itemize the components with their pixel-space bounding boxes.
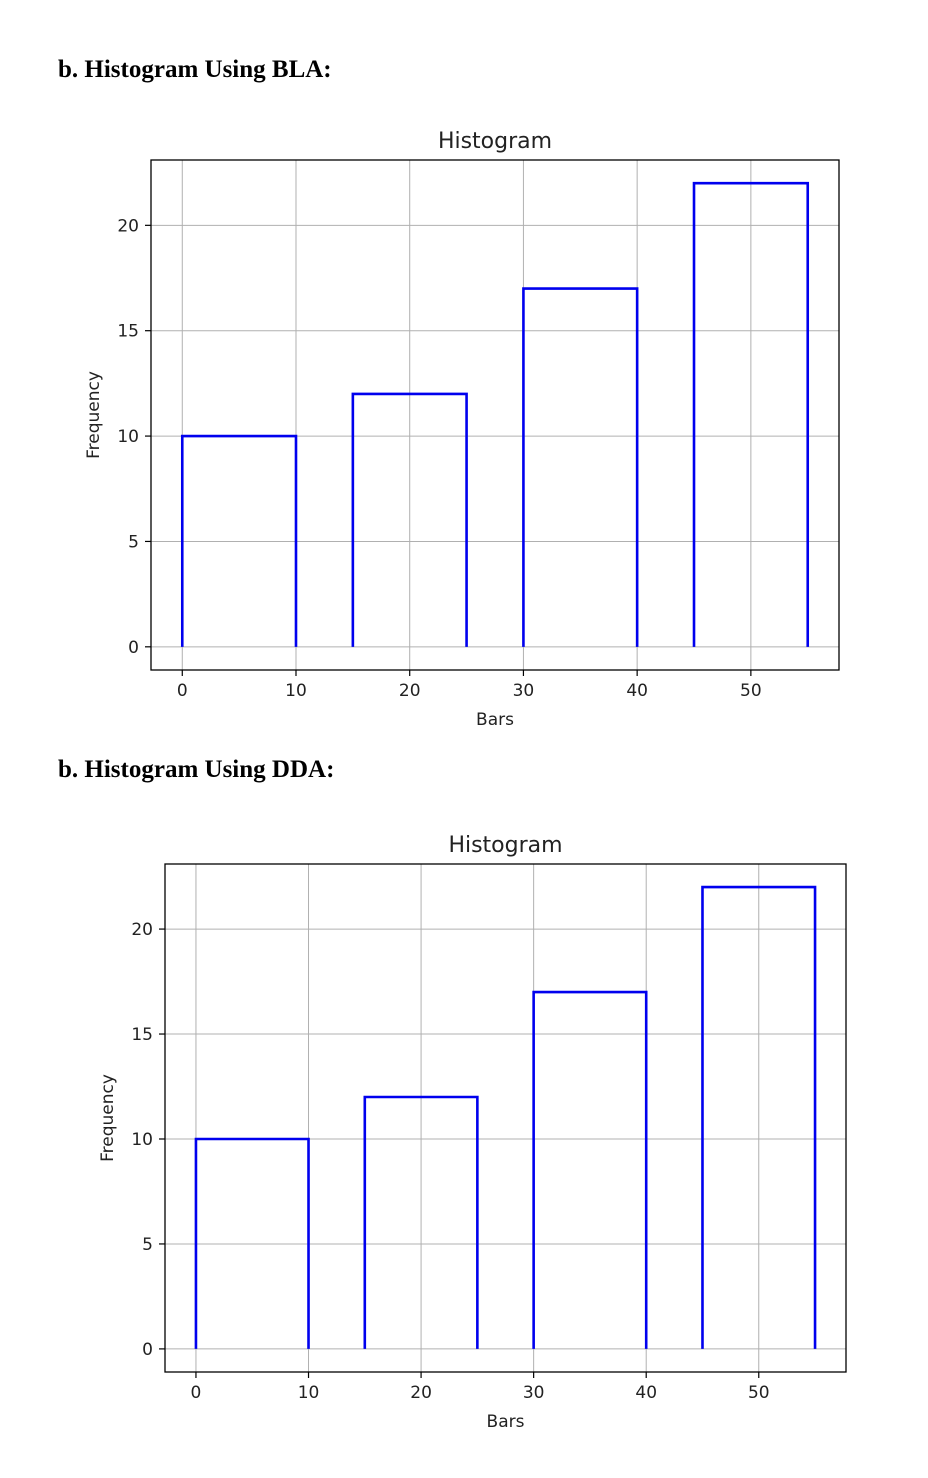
x-tick-label: 0 xyxy=(177,681,188,701)
histogram-bar xyxy=(194,1137,310,1349)
y-tick-label: 15 xyxy=(131,1025,153,1045)
section-heading-bla: b. Histogram Using BLA: xyxy=(58,56,332,83)
y-tick-label: 15 xyxy=(117,322,139,342)
y-tick-label: 10 xyxy=(131,1130,153,1150)
histogram-bar xyxy=(351,392,468,647)
y-tick-label: 10 xyxy=(117,427,139,447)
histogram-bar xyxy=(692,181,810,647)
plot-frame xyxy=(164,863,847,1373)
x-tick-label: 20 xyxy=(399,681,421,701)
dda-histogram-chart: 0 10 20 30 40 50 0 5 10 15 20 Histogram Bars Frequenc… xyxy=(98,833,847,1432)
y-tick-label: 5 xyxy=(142,1235,153,1255)
x-tick-label: 10 xyxy=(298,1383,320,1403)
chart-title: Histogram xyxy=(438,129,552,154)
plot-frame xyxy=(150,159,840,671)
y-tick-label: 5 xyxy=(128,532,139,552)
y-tick-label: 20 xyxy=(117,216,139,236)
x-tick-label: 0 xyxy=(191,1383,202,1403)
y-tick-label: 20 xyxy=(131,920,153,940)
histogram-bar xyxy=(532,990,648,1349)
x-tick-label: 50 xyxy=(740,681,762,701)
x-tick-label: 10 xyxy=(285,681,307,701)
histogram-bar xyxy=(363,1095,479,1349)
x-tick-label: 30 xyxy=(523,1383,545,1403)
histogram-bar xyxy=(180,434,298,647)
x-axis-label: Bars xyxy=(487,1412,525,1432)
y-axis-label: Frequency xyxy=(84,371,104,459)
chart-title: Histogram xyxy=(448,833,562,858)
histogram-bar xyxy=(522,287,639,647)
y-tick-label: 0 xyxy=(142,1340,153,1360)
histogram-bar xyxy=(701,885,817,1349)
bla-histogram-chart: 0 10 20 30 40 50 0 5 10 15 20 Histogram Bars Frequenc… xyxy=(84,129,840,730)
x-tick-label: 50 xyxy=(748,1383,770,1403)
x-tick-label: 40 xyxy=(626,681,648,701)
y-axis-label: Frequency xyxy=(98,1074,118,1162)
x-axis-label: Bars xyxy=(476,710,514,730)
x-tick-label: 20 xyxy=(410,1383,432,1403)
y-tick-label: 0 xyxy=(128,638,139,658)
x-tick-label: 30 xyxy=(513,681,535,701)
x-tick-label: 40 xyxy=(635,1383,657,1403)
section-heading-dda: b. Histogram Using DDA: xyxy=(58,756,335,783)
